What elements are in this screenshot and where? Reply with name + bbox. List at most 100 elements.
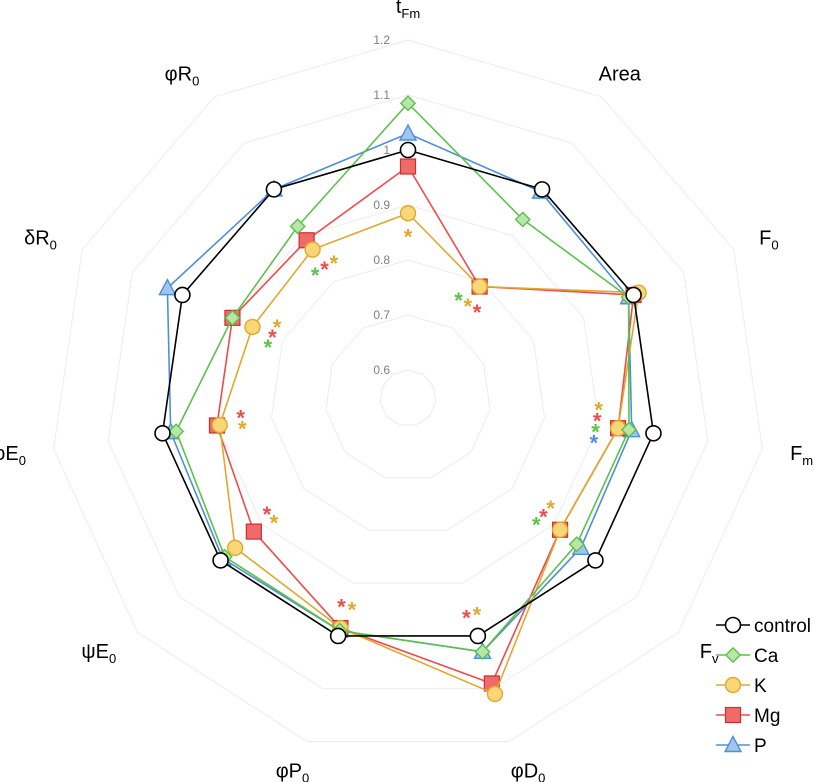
significance-asterisk: * xyxy=(311,263,320,288)
radial-tick-label: 0.8 xyxy=(373,253,390,267)
significance-marks: ** * ******************** * * xyxy=(236,224,603,630)
data-point xyxy=(329,627,347,645)
radial-tick-label: 0.9 xyxy=(373,198,390,212)
axis-label: Area xyxy=(599,63,642,85)
data-point xyxy=(265,181,283,198)
series-line xyxy=(161,149,655,637)
significance-asterisk: * xyxy=(348,597,357,622)
series-line xyxy=(175,102,630,653)
significance-asterisk: * xyxy=(591,420,600,445)
axis-label: Fv xyxy=(700,641,719,666)
significance-asterisk: * xyxy=(539,504,548,529)
significance-asterisk: * xyxy=(329,251,338,276)
data-point xyxy=(174,286,191,304)
data-point xyxy=(399,205,417,222)
data-point xyxy=(211,416,228,434)
significance-asterisk: * xyxy=(404,224,413,249)
legend-label: control xyxy=(754,616,811,637)
data-point xyxy=(587,552,604,569)
data-point xyxy=(625,286,642,304)
significance-asterisk: * xyxy=(264,335,273,360)
radial-tick-labels: 0.6 0.7 0.8 0.9 1 1.1 1.2 xyxy=(373,33,390,377)
axis-label: ψE0 xyxy=(81,641,116,666)
significance-asterisk: * xyxy=(337,594,346,619)
radial-tick-label: 1.2 xyxy=(373,33,390,47)
grid-ring xyxy=(162,149,654,637)
data-point xyxy=(244,318,261,336)
radial-tick-label: 1.1 xyxy=(373,88,390,102)
axis-label: Fm xyxy=(790,443,813,468)
significance-asterisk: * xyxy=(593,409,602,434)
legend: control Ca K Mg P xyxy=(716,616,811,757)
data-series xyxy=(154,95,662,703)
series-control xyxy=(154,141,662,645)
significance-asterisk: * xyxy=(263,502,272,527)
data-point xyxy=(399,158,417,175)
data-point xyxy=(514,211,531,228)
significance-asterisk: * xyxy=(270,510,279,535)
data-point xyxy=(226,539,244,556)
legend-item-mg: Mg xyxy=(716,706,780,727)
axis-label: δR0 xyxy=(24,228,57,253)
data-point xyxy=(245,523,262,540)
significance-asterisk: * xyxy=(473,602,482,627)
significance-asterisk: * xyxy=(320,257,329,282)
data-point xyxy=(399,141,417,159)
data-point xyxy=(474,643,491,660)
axis-label: φR0 xyxy=(165,63,200,88)
legend-marker xyxy=(724,616,742,634)
significance-asterisk: * xyxy=(238,416,247,441)
axis-label: F0 xyxy=(759,228,778,253)
legend-label: Mg xyxy=(754,706,780,727)
data-point xyxy=(224,309,241,326)
data-point xyxy=(620,421,638,438)
significance-asterisk: * xyxy=(462,605,471,630)
data-point xyxy=(533,181,551,198)
legend-item-p: P xyxy=(716,735,767,757)
radial-tick-label: 0.6 xyxy=(373,363,390,377)
data-point xyxy=(469,627,487,645)
legend-marker xyxy=(724,706,742,724)
data-point xyxy=(551,521,569,538)
grid-ring xyxy=(216,204,600,584)
legend-marker xyxy=(723,735,743,753)
data-point xyxy=(471,278,488,295)
data-point xyxy=(168,423,185,440)
data-point xyxy=(568,536,585,553)
axis-label: φP0 xyxy=(276,760,310,782)
data-point xyxy=(645,424,662,442)
radial-tick-label: 0.7 xyxy=(373,308,390,322)
significance-asterisk: * xyxy=(454,288,463,313)
legend-item-ca: Ca xyxy=(716,646,779,667)
axis-label: φE0 xyxy=(0,443,26,468)
grid-ring xyxy=(325,314,491,479)
axis-label: φD0 xyxy=(511,760,546,782)
data-point xyxy=(304,241,321,258)
grid-ring xyxy=(270,259,546,531)
series-line xyxy=(218,212,640,696)
grid-ring xyxy=(379,369,437,426)
legend-label: K xyxy=(754,676,767,697)
data-point xyxy=(154,424,171,442)
significance-asterisk: * xyxy=(273,315,282,340)
series-ca xyxy=(168,95,638,660)
radial-tick-label: 1 xyxy=(383,143,390,157)
axis-label: tFm xyxy=(396,0,420,21)
data-point xyxy=(289,218,306,235)
significance-asterisk: * xyxy=(590,430,599,455)
significance-asterisk: * xyxy=(546,496,555,521)
series-k xyxy=(211,205,647,703)
legend-marker xyxy=(724,676,742,694)
significance-asterisk: * xyxy=(473,300,482,325)
significance-asterisk: * xyxy=(532,513,541,538)
legend-label: P xyxy=(754,736,767,757)
significance-asterisk: * xyxy=(268,325,277,350)
significance-asterisk: * xyxy=(236,406,245,431)
significance-asterisk: * xyxy=(594,398,603,423)
significance-asterisk: * xyxy=(463,294,472,319)
legend-marker xyxy=(724,646,742,664)
grid-ring xyxy=(107,94,709,690)
data-point xyxy=(158,278,177,296)
